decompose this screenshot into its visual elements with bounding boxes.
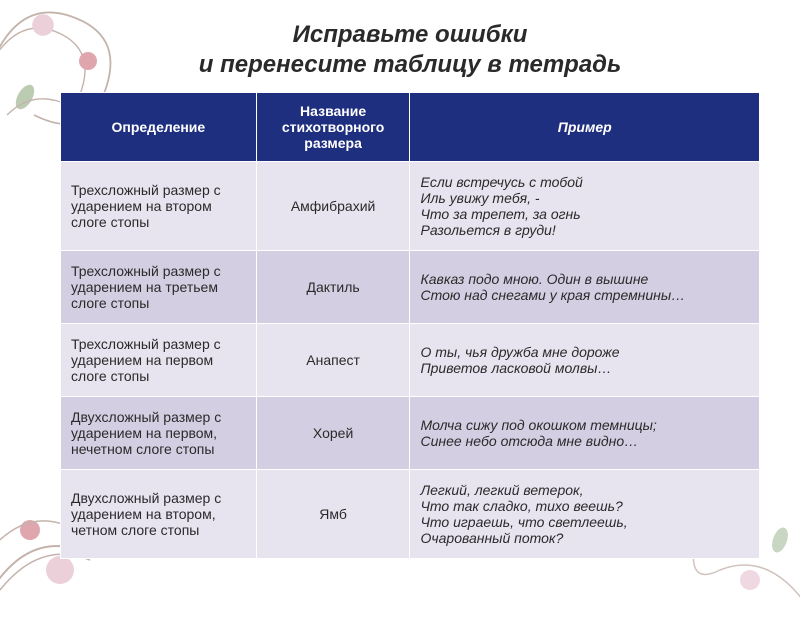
col-header-name: Название стихотворного размера (256, 93, 410, 162)
cell-example: О ты, чья дружба мне дорожеПриветов ласк… (410, 324, 760, 397)
cell-meter-name: Дактиль (256, 251, 410, 324)
slide-content: Исправьте ошибки и перенесите таблицу в … (0, 0, 800, 579)
cell-example: Легкий, легкий ветерок,Что так сладко, т… (410, 470, 760, 559)
cell-definition: Трехсложный размер с ударением на третье… (61, 251, 257, 324)
table-header-row: Определение Название стихотворного разме… (61, 93, 760, 162)
cell-example: Молча сижу под окошком темницы;Синее неб… (410, 397, 760, 470)
table-row: Двухсложный размер с ударением на первом… (61, 397, 760, 470)
cell-definition: Трехсложный размер с ударением на втором… (61, 162, 257, 251)
cell-meter-name: Анапест (256, 324, 410, 397)
cell-definition: Трехсложный размер с ударением на первом… (61, 324, 257, 397)
cell-definition: Двухсложный размер с ударением на втором… (61, 470, 257, 559)
cell-definition: Двухсложный размер с ударением на первом… (61, 397, 257, 470)
cell-meter-name: Хорей (256, 397, 410, 470)
cell-example: Если встречусь с тобойИль увижу тебя, -Ч… (410, 162, 760, 251)
title-line-2: и перенесите таблицу в тетрадь (199, 51, 622, 78)
col-header-example: Пример (410, 93, 760, 162)
cell-example: Кавказ подо мною. Один в вышинеСтою над … (410, 251, 760, 324)
table-row: Трехсложный размер с ударением на втором… (61, 162, 760, 251)
table-row: Трехсложный размер с ударением на первом… (61, 324, 760, 397)
table-row: Двухсложный размер с ударением на втором… (61, 470, 760, 559)
title-line-1: Исправьте ошибки (293, 21, 528, 48)
meters-table: Определение Название стихотворного разме… (60, 92, 760, 559)
page-title: Исправьте ошибки и перенесите таблицу в … (60, 20, 760, 80)
cell-meter-name: Ямб (256, 470, 410, 559)
table-row: Трехсложный размер с ударением на третье… (61, 251, 760, 324)
cell-meter-name: Амфибрахий (256, 162, 410, 251)
col-header-definition: Определение (61, 93, 257, 162)
